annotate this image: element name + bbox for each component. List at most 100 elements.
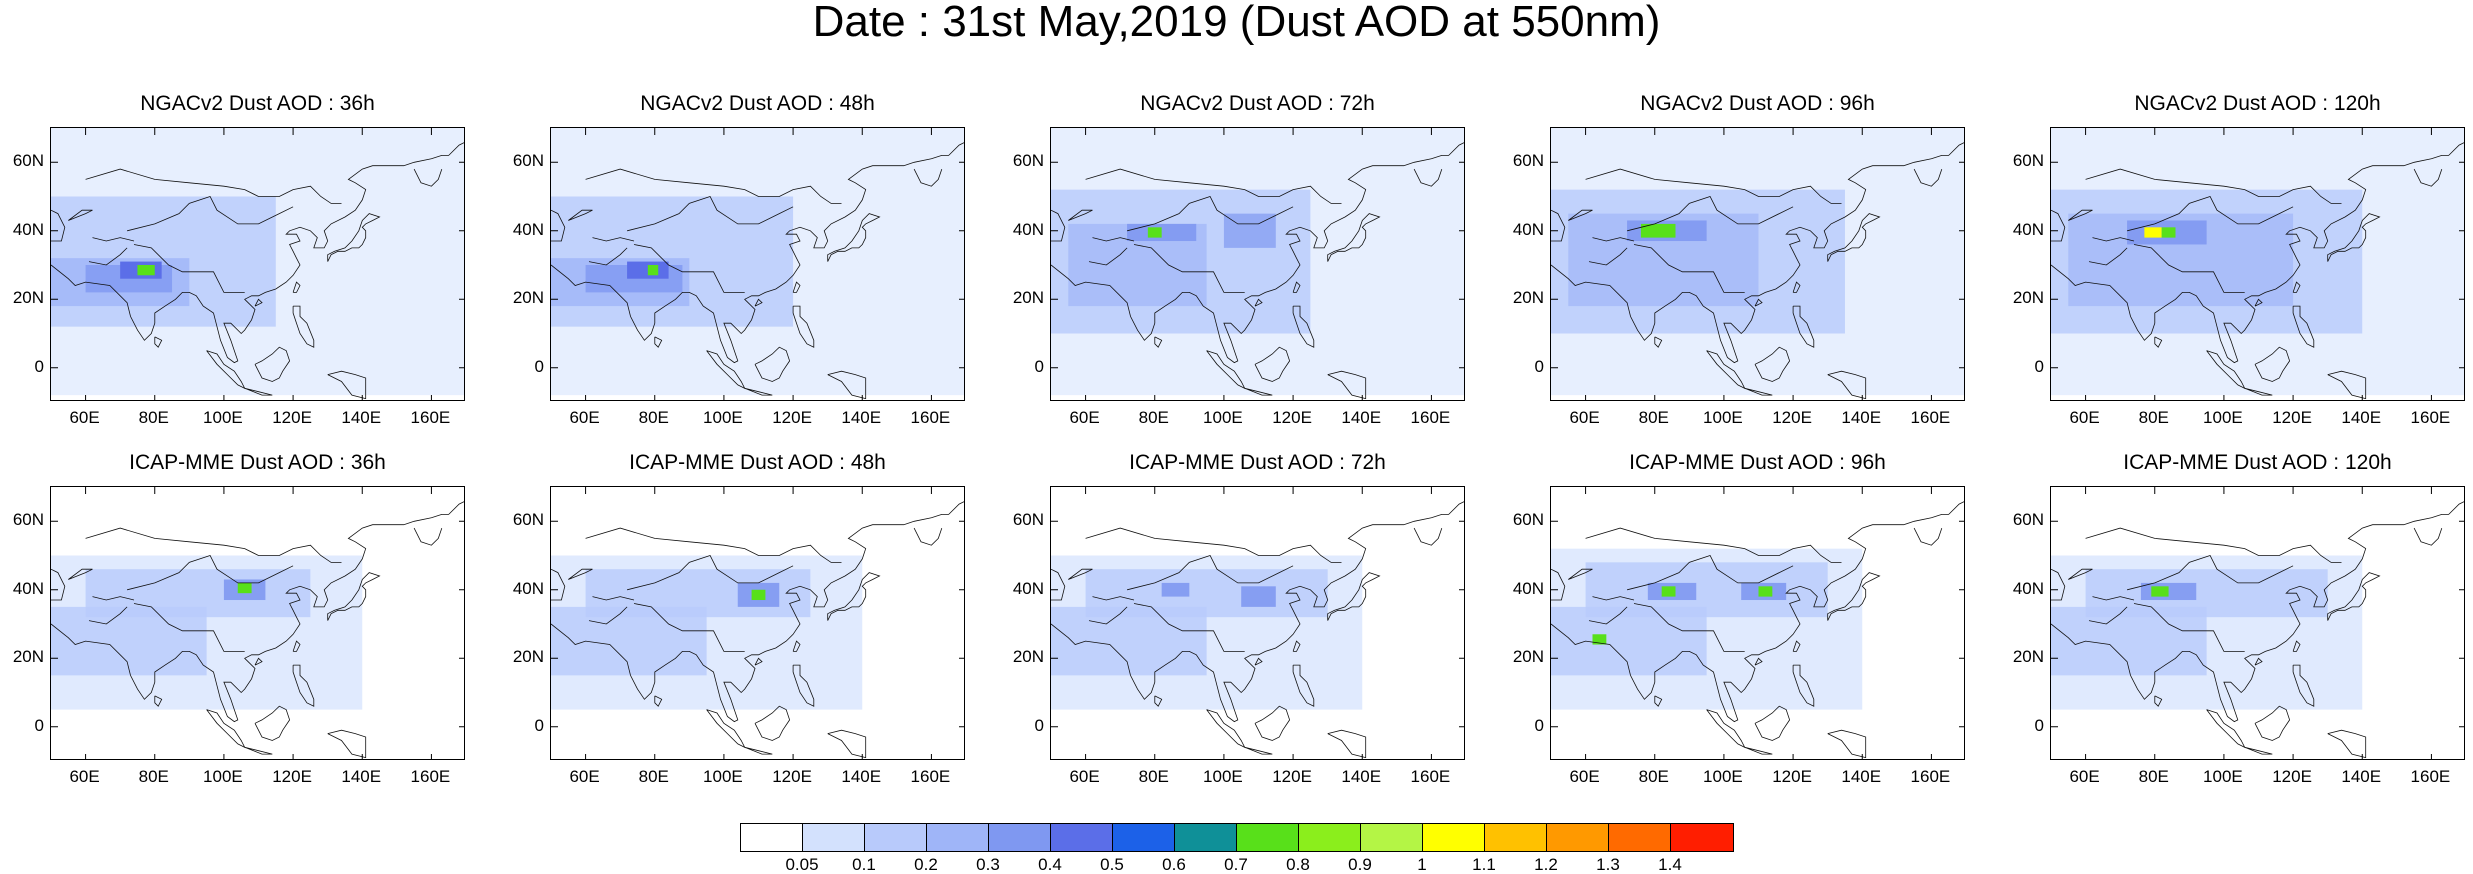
lon-tick-label: 160E [2410,767,2451,786]
coastline [1627,555,1794,591]
aod-shading [1241,586,1276,607]
coastline [1206,350,1246,390]
lon-tick-label: 160E [410,767,451,786]
colorbar-label: 0.9 [1348,855,1372,874]
panel-title: ICAP-MME Dust AOD : 120h [2123,451,2392,474]
coastline [627,555,794,591]
lon-tick-label: 140E [1841,767,1882,786]
lon-tick-label: 120E [1272,767,1312,786]
aod-shading [237,582,252,594]
colorbar-label: 0.2 [914,855,938,874]
dust-aod-map [51,128,464,400]
coastline [1292,664,1315,707]
lon-tick-label: 60E [1569,408,1600,427]
lon-tick-label: 80E [1138,408,1169,427]
coastline [327,729,367,759]
aod-shading [137,265,155,276]
colorbar-swatch [1237,824,1299,851]
lat-tick-label: 60N [1512,151,1544,171]
coastline [2051,142,2464,364]
coastline [88,606,128,625]
coastline [1654,695,1663,707]
aod-shading [647,265,659,276]
colorbar-label: 1.4 [1658,855,1682,874]
aod-shading [2144,227,2162,238]
coastline [2413,527,2443,546]
lon-tick-label: 120E [772,767,812,786]
colorbar-swatch [803,824,865,851]
coastline [754,346,791,382]
coastline [551,501,964,723]
colorbar-swatch [1051,824,1113,851]
lon-tick-label: 120E [272,408,312,427]
coastline [1585,168,1842,204]
aod-shading [2151,586,2169,597]
coastline [2254,657,2263,666]
coastline [2254,705,2291,741]
coastline [744,746,773,755]
colorbar-swatch [927,824,989,851]
map-panel [1550,127,1965,401]
aod-shading [1161,582,1190,597]
aod-shading [1051,606,1207,676]
lon-tick-label: 100E [2203,767,2243,786]
coastline [1085,168,1342,204]
coastline [2292,664,2315,707]
coastline [2413,168,2443,187]
lon-tick-label: 120E [1772,767,1812,786]
coastline [1592,596,1635,601]
lon-tick-label: 160E [1910,767,1951,786]
dust-aod-map [551,128,964,400]
coastline [792,664,815,707]
lon-tick-label: 60E [69,767,100,786]
aod-shading [1127,223,1197,242]
coastline [1792,664,1815,707]
aod-shading [1661,586,1676,597]
coastline [1127,196,1294,232]
coastline [68,209,93,221]
coastline [327,370,367,400]
coastline [1827,370,1867,400]
lon-tick-label: 140E [341,408,382,427]
coastline [1327,729,1367,759]
coastline [754,298,763,307]
coastline [592,237,635,242]
coastline [585,527,842,563]
coastline [2254,298,2263,307]
coastline [1085,527,1342,563]
coastline [2085,527,2342,563]
coastline [1827,572,1881,621]
panel-title: ICAP-MME Dust AOD : 96h [1629,451,1886,474]
coastline [2327,572,2381,621]
lon-tick-label: 140E [1341,408,1382,427]
lon-tick-label: 160E [1410,408,1451,427]
lon-tick-label: 140E [341,767,382,786]
lon-tick-label: 140E [1841,408,1882,427]
lon-tick-label: 100E [703,767,743,786]
coastline [1568,568,1593,580]
coastline [85,527,342,563]
coastline [1244,387,1273,396]
coastline [2154,336,2163,348]
coastline [1133,603,1245,652]
coastline [1292,640,1301,652]
coastline [292,305,315,348]
aod-shading [751,589,766,601]
coastline [1551,142,1964,364]
coastline [585,168,842,204]
lat-tick-label: 60N [1012,151,1044,171]
dust-aod-map [1051,487,1464,759]
lon-tick-label: 160E [910,408,951,427]
coastline [1068,209,1093,221]
map-panel [550,486,965,760]
lon-tick-label: 140E [841,408,882,427]
coastline [127,196,294,232]
lon-tick-label: 80E [638,408,669,427]
lat-tick-label: 0 [2034,356,2044,376]
panel-title: ICAP-MME Dust AOD : 72h [1129,451,1386,474]
coastline [792,281,801,293]
coastline [588,247,628,266]
coastline [2292,640,2301,652]
coastline [1327,572,1381,621]
lon-tick-label: 60E [569,408,600,427]
